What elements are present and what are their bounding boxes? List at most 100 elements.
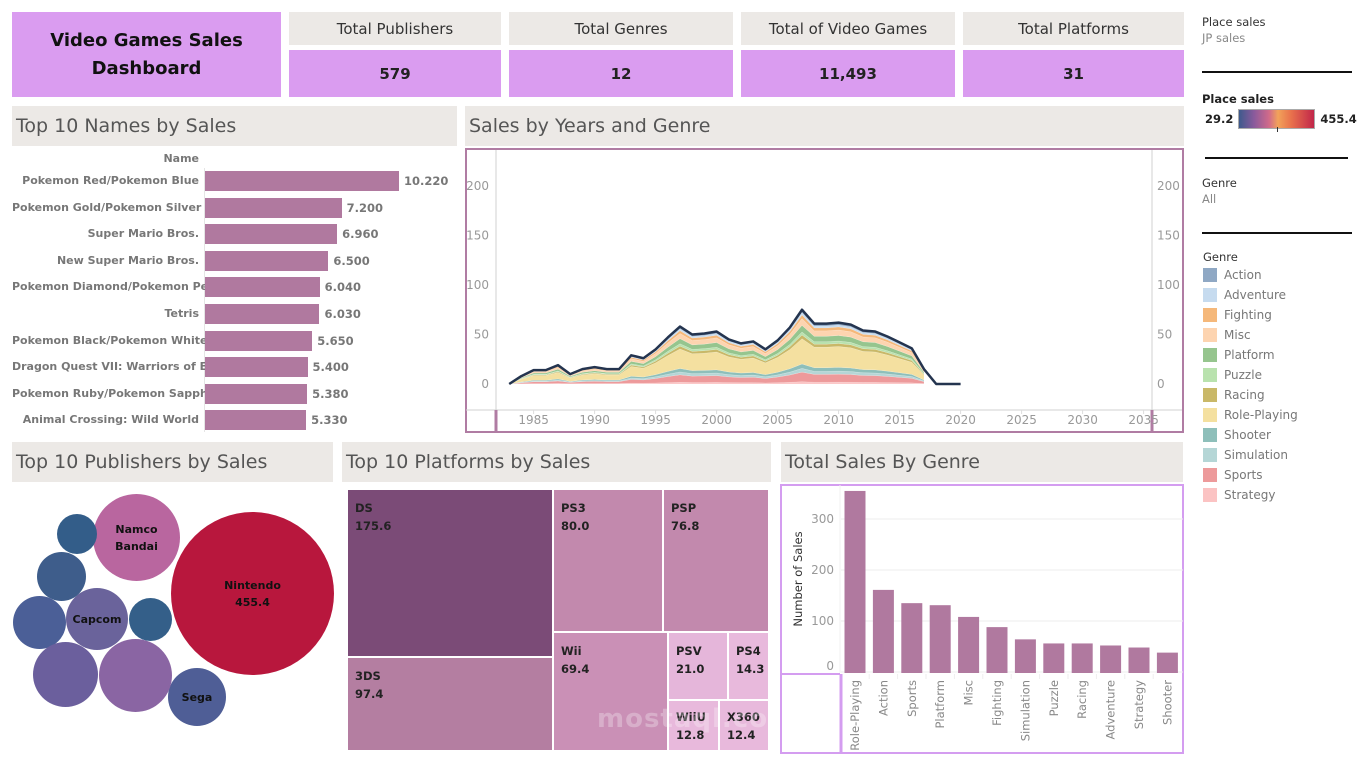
y-tick-label-right: 100 bbox=[1157, 278, 1180, 292]
genre-filter[interactable]: Genre All bbox=[1202, 176, 1352, 206]
bubble-label: Nintendo bbox=[224, 578, 281, 592]
bar[interactable] bbox=[205, 277, 320, 298]
cell-label: PSV bbox=[676, 644, 702, 658]
bar[interactable] bbox=[1043, 643, 1065, 673]
bar[interactable] bbox=[844, 490, 866, 673]
bubble-namco-bandai[interactable]: Namco Bandai bbox=[93, 494, 180, 581]
legend-item-puzzle[interactable]: Puzzle bbox=[1203, 365, 1353, 385]
legend-item-racing[interactable]: Racing bbox=[1203, 385, 1353, 405]
bubble-publisher[interactable] bbox=[57, 514, 97, 554]
bubble-publisher[interactable] bbox=[99, 639, 172, 712]
bar[interactable] bbox=[958, 616, 980, 673]
legend-item-misc[interactable]: Misc bbox=[1203, 325, 1353, 345]
watermark: mostaql.com bbox=[597, 704, 797, 734]
legend-item-simulation[interactable]: Simulation bbox=[1203, 445, 1353, 465]
y-tick-label: 0 bbox=[826, 659, 834, 673]
bubble-sega[interactable]: Sega bbox=[168, 668, 226, 726]
bar[interactable] bbox=[205, 410, 307, 431]
bar-category-label: Super Mario Bros. bbox=[87, 227, 199, 241]
bar-category-label: New Super Mario Bros. bbox=[56, 253, 199, 267]
legend-item-platform[interactable]: Platform bbox=[1203, 345, 1353, 365]
legend-item-fighting[interactable]: Fighting bbox=[1203, 305, 1353, 325]
legend-item-adventure[interactable]: Adventure bbox=[1203, 285, 1353, 305]
bar[interactable] bbox=[929, 605, 951, 673]
bar[interactable] bbox=[205, 383, 308, 404]
legend-item-sports[interactable]: Sports bbox=[1203, 465, 1353, 485]
bar[interactable] bbox=[1014, 639, 1036, 673]
bar-value-label: 7.200 bbox=[346, 200, 384, 215]
bar[interactable] bbox=[205, 304, 320, 324]
place-sales-filter[interactable]: Place sales JP sales bbox=[1202, 15, 1352, 45]
cell-label: WiiU bbox=[676, 710, 706, 724]
x-tick-label: Shooter bbox=[1160, 680, 1174, 725]
genre-bar-chart: 0 100 200 300 Number of Sales Role-Playing Act… bbox=[780, 484, 1184, 754]
legend-swatch bbox=[1203, 328, 1217, 342]
legend-label: Puzzle bbox=[1224, 368, 1262, 382]
treemap-cell-wiiu[interactable]: WiiU 12.8 bbox=[668, 700, 719, 751]
bar[interactable] bbox=[1071, 643, 1093, 673]
bubble-publisher[interactable] bbox=[33, 642, 98, 707]
divider bbox=[1205, 157, 1348, 159]
legend-label: Platform bbox=[1224, 348, 1275, 362]
bar[interactable] bbox=[901, 603, 923, 673]
legend-item-action[interactable]: Action bbox=[1203, 265, 1353, 285]
legend-item-strategy[interactable]: Strategy bbox=[1203, 485, 1353, 505]
genre-legend-title: Genre bbox=[1203, 250, 1238, 264]
bar[interactable] bbox=[1156, 652, 1178, 673]
legend-swatch bbox=[1203, 488, 1217, 502]
bubble-capcom[interactable]: Capcom bbox=[66, 588, 128, 650]
cell-value: 12.8 bbox=[676, 728, 705, 742]
bar[interactable] bbox=[205, 224, 338, 245]
filter-value[interactable]: JP sales bbox=[1202, 31, 1246, 45]
genre-legend: Genre Action Adventure Fighting Misc Platfor… bbox=[1203, 250, 1353, 505]
kpi-total-platforms: Total Platforms 31 bbox=[963, 12, 1184, 97]
treemap-cell-ps4[interactable]: PS4 14.3 bbox=[728, 632, 769, 700]
bar[interactable] bbox=[1100, 645, 1122, 673]
area-series-shooter bbox=[509, 363, 925, 385]
treemap-cell-psv[interactable]: PSV 21.0 bbox=[668, 632, 728, 700]
bar[interactable] bbox=[205, 357, 308, 378]
bar[interactable] bbox=[986, 627, 1008, 673]
bar[interactable] bbox=[872, 589, 894, 673]
treemap-cell-ds[interactable]: DS 175.6 bbox=[347, 489, 553, 657]
kpi-value: 579 bbox=[289, 50, 501, 97]
x-tick-label: Role-Playing bbox=[848, 680, 862, 751]
bar[interactable] bbox=[205, 197, 342, 218]
treemap-cell-x360[interactable]: X360 12.4 bbox=[719, 700, 769, 751]
axis-header-name: Name bbox=[163, 152, 199, 165]
legend-item-shooter[interactable]: Shooter bbox=[1203, 425, 1353, 445]
kpi-value: 12 bbox=[509, 50, 733, 97]
bubble-nintendo[interactable]: Nintendo 455.4 bbox=[171, 512, 334, 675]
treemap-cell-3ds[interactable]: 3DS 97.4 bbox=[347, 657, 553, 751]
treemap-cell-ps3[interactable]: PS3 80.0 bbox=[553, 489, 663, 632]
bar[interactable] bbox=[205, 330, 313, 351]
bubble-publisher[interactable] bbox=[13, 596, 66, 649]
treemap-cell-psp[interactable]: PSP 76.8 bbox=[663, 489, 769, 632]
legend-swatch bbox=[1203, 348, 1217, 362]
cell-label: Wii bbox=[561, 644, 582, 658]
section-header-years: Sales by Years and Genre bbox=[465, 106, 1184, 146]
bubble-publisher[interactable] bbox=[37, 552, 86, 601]
divider bbox=[1202, 232, 1352, 234]
genre-chart-svg: 0 100 200 300 Number of Sales Role-Playing Act… bbox=[780, 484, 1184, 754]
y-tick-label-left: 0 bbox=[481, 377, 489, 391]
legend-label: Sports bbox=[1224, 468, 1263, 482]
legend-label: Strategy bbox=[1224, 488, 1276, 502]
bar[interactable] bbox=[205, 171, 399, 191]
cell-value: 12.4 bbox=[727, 728, 756, 742]
years-area-chart: 0 0 50 50 100 100 150 150 200 200 1985 1990 1995 2000… bbox=[465, 148, 1184, 433]
filter-value[interactable]: All bbox=[1202, 192, 1217, 206]
x-tick-label: 2025 bbox=[1006, 413, 1037, 427]
dashboard-title-text: Video Games Sales Dashboard bbox=[50, 29, 243, 79]
y-tick-label-left: 50 bbox=[474, 328, 489, 342]
legend-item-role-playing[interactable]: Role-Playing bbox=[1203, 405, 1353, 425]
bar[interactable] bbox=[205, 250, 329, 271]
bubble-publisher[interactable] bbox=[129, 598, 172, 641]
bar-category-label: Pokemon Diamond/Pokemon Pe.. bbox=[12, 280, 217, 294]
legend-label: Role-Playing bbox=[1224, 408, 1298, 422]
area-series-sports bbox=[509, 371, 925, 385]
bar[interactable] bbox=[1128, 647, 1150, 673]
treemap-cell-wii[interactable]: Wii 69.4 bbox=[553, 632, 668, 751]
x-tick-label: Platform bbox=[933, 680, 947, 729]
legend-swatch bbox=[1203, 448, 1217, 462]
